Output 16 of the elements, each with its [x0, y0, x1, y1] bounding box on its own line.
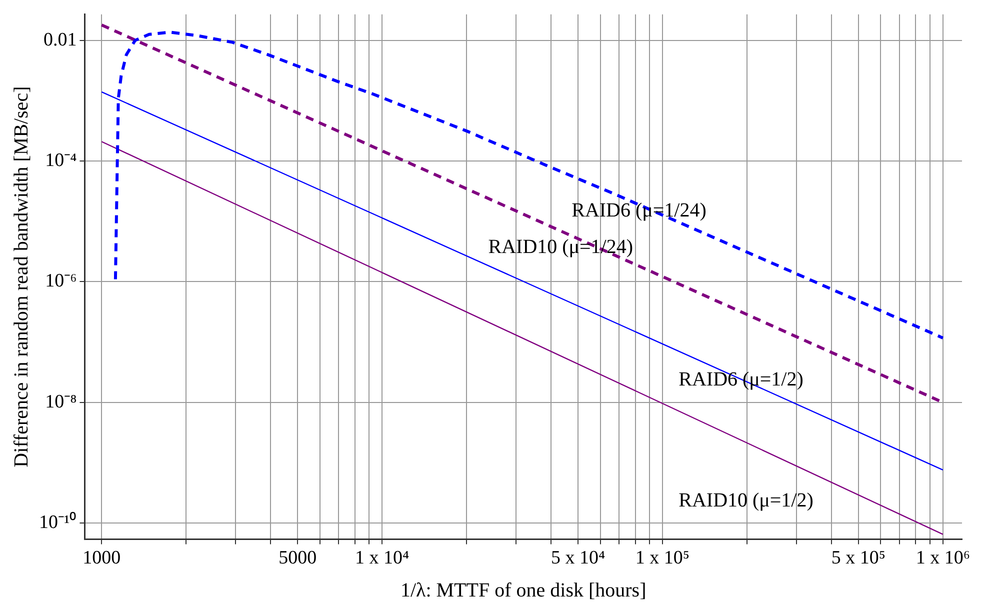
- series-label: RAID6 (μ=1/2): [678, 368, 804, 390]
- x-tick-label: 1 x 10⁵: [635, 548, 690, 569]
- x-tick-label: 5000: [278, 548, 317, 569]
- x-axis-title: 1/λ: MTTF of one disk [hours]: [400, 579, 646, 602]
- x-tick-label: 1 x 10⁶: [916, 548, 970, 569]
- x-tick-label: 5 x 10⁵: [831, 548, 886, 569]
- x-tick-label: 5 x 10⁴: [551, 548, 606, 569]
- y-tick-label: 10⁻⁶: [45, 270, 77, 292]
- x-tick-label: 1 x 10⁴: [355, 548, 410, 569]
- x-tick-label: 1000: [82, 548, 121, 569]
- y-tick-label: 0.01: [43, 29, 77, 50]
- y-axis-title: Difference in random read bandwidth [MB/sec]: [10, 86, 32, 468]
- series-label: RAID10 (μ=1/2): [678, 490, 814, 512]
- y-tick-label: 10⁻¹⁰: [38, 511, 77, 534]
- y-tick-label: 10⁻⁸: [45, 391, 77, 412]
- y-tick-label: 10⁻⁴: [45, 150, 78, 172]
